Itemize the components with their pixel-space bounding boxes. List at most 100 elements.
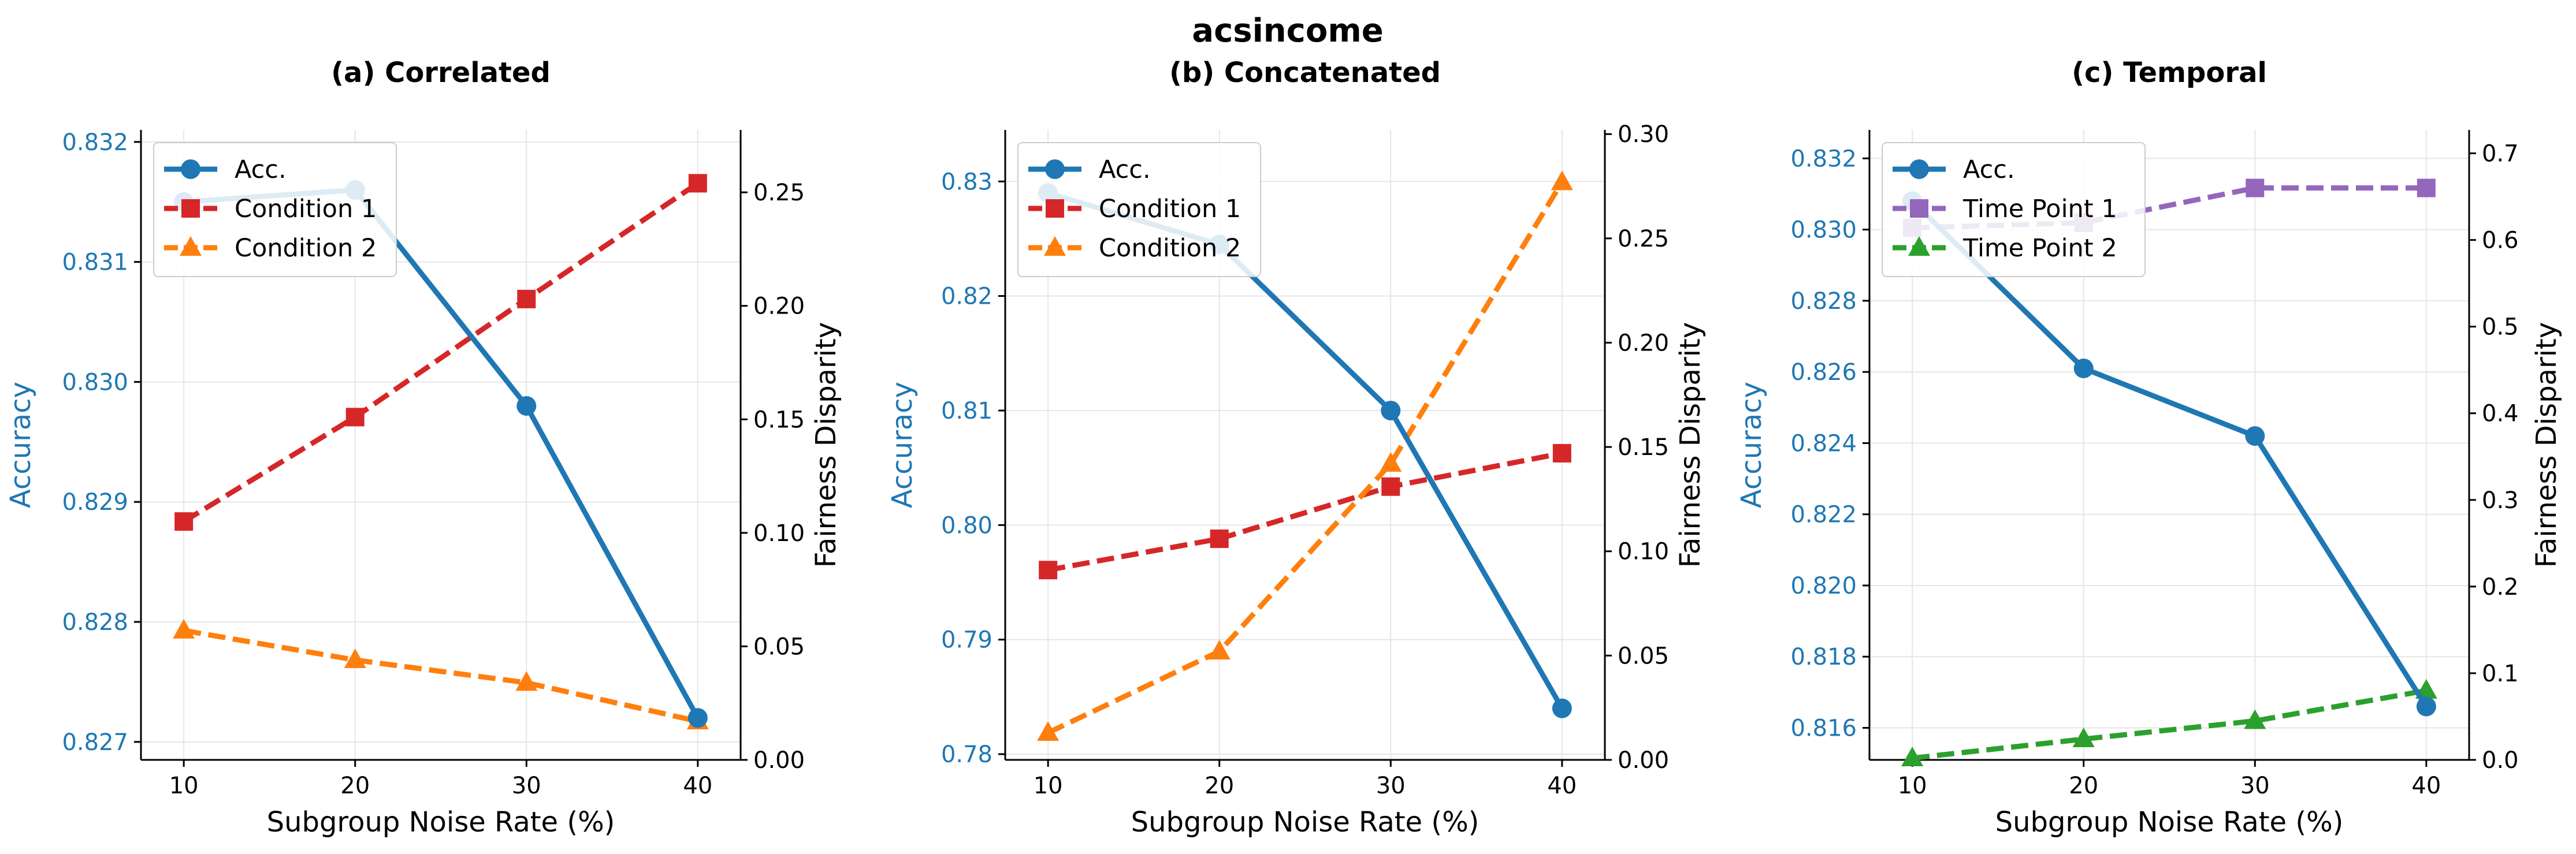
x-tick-label: 10 bbox=[1034, 773, 1063, 799]
y-right-tick-label: 0.15 bbox=[1618, 434, 1669, 461]
series-condition-1-point bbox=[688, 174, 707, 193]
series-condition-1-point bbox=[345, 408, 365, 427]
x-tick-label: 10 bbox=[1898, 773, 1927, 799]
series-condition-1-line bbox=[1047, 450, 1563, 573]
legend-label: Time Point 1 bbox=[1962, 195, 2117, 223]
series-acc-point bbox=[1552, 698, 1572, 718]
panel-1: 10 20 30 40 0.827 0.828 0.829 0.830 0.831 0.832 0.… bbox=[5, 57, 842, 838]
legend-marker bbox=[1910, 199, 1928, 218]
x-tick-label: 20 bbox=[1205, 773, 1234, 799]
y-left-tick-label: 0.80 bbox=[941, 512, 993, 539]
figure-title: acsincome bbox=[1192, 12, 1383, 50]
y-right-tick-label: 0.05 bbox=[753, 633, 805, 660]
legend-label: Condition 1 bbox=[235, 195, 377, 223]
y-left-tick-label: 0.826 bbox=[1790, 359, 1857, 386]
series-condition-1-point bbox=[517, 289, 536, 308]
y-left-tick-label: 0.830 bbox=[62, 369, 128, 396]
y-left-tick-label: 0.830 bbox=[1790, 217, 1857, 244]
legend-box bbox=[1017, 142, 1261, 277]
y-right-tick-label: 0.10 bbox=[1618, 539, 1669, 565]
y-left-tick-label: 0.832 bbox=[1790, 146, 1857, 172]
y-right-tick-label: 0.5 bbox=[2482, 314, 2519, 341]
y-axis-label-right: Fairness Disparity bbox=[1674, 322, 1707, 568]
y-left-tick-label: 0.828 bbox=[1790, 288, 1857, 315]
legend-box bbox=[1882, 142, 2146, 277]
y-right-tick-label: 0.7 bbox=[2482, 141, 2519, 167]
series-condition-1-point bbox=[174, 512, 194, 531]
y-left-tick-label: 0.81 bbox=[941, 398, 993, 424]
y-left-tick-label: 0.820 bbox=[1790, 573, 1857, 599]
series-acc-point bbox=[2416, 696, 2436, 717]
series-condition-2-point bbox=[1551, 170, 1573, 191]
series-time-point-2-line bbox=[1912, 688, 2427, 761]
x-tick-label: 40 bbox=[2411, 773, 2441, 799]
y-left-tick-label: 0.828 bbox=[62, 609, 128, 636]
y-left-tick-label: 0.832 bbox=[62, 129, 128, 156]
series-time-point-2-point bbox=[1901, 746, 1924, 766]
y-left-tick-label: 0.818 bbox=[1790, 644, 1857, 670]
y-axis-label-left: Accuracy bbox=[1735, 382, 1768, 508]
y-left-tick-label: 0.831 bbox=[62, 249, 128, 276]
panel-2: 10 20 30 40 0.78 0.79 0.80 0.81 0.82 0.83 0.00 0.05… bbox=[886, 57, 1707, 838]
legend-marker bbox=[1045, 159, 1065, 179]
series-condition-1-point bbox=[1381, 477, 1400, 496]
x-tick-label: 20 bbox=[340, 773, 370, 799]
panel-3: 10 20 30 40 0.816 0.818 0.820 0.822 0.824 0.826 0.… bbox=[1735, 57, 2563, 838]
series-acc-line bbox=[1910, 199, 2429, 708]
series-time-point-1-point bbox=[2417, 178, 2436, 197]
legend-marker bbox=[1044, 236, 1066, 256]
y-left-tick-label: 0.829 bbox=[62, 489, 128, 516]
legend-box bbox=[153, 142, 397, 277]
series-condition-2-point bbox=[173, 618, 195, 639]
y-right-tick-label: 0.1 bbox=[2482, 661, 2519, 687]
panel-title: (c) Temporal bbox=[2072, 57, 2267, 89]
y-left-tick-label: 0.827 bbox=[62, 729, 128, 756]
legend-label: Acc. bbox=[1963, 155, 2015, 184]
y-left-tick-label: 0.83 bbox=[941, 169, 993, 195]
legend-marker bbox=[1909, 159, 1929, 179]
y-right-tick-label: 0.30 bbox=[1618, 121, 1669, 148]
series-condition-2-point bbox=[515, 671, 538, 691]
y-axis-label-right: Fairness Disparity bbox=[2530, 322, 2563, 568]
series-acc-point bbox=[516, 396, 537, 416]
y-right-tick-label: 0.10 bbox=[753, 520, 805, 547]
x-tick-label: 20 bbox=[2069, 773, 2098, 799]
y-left-tick-label: 0.79 bbox=[941, 627, 993, 654]
y-right-tick-label: 0.25 bbox=[753, 180, 805, 206]
series-condition-1-line bbox=[182, 181, 700, 524]
series-acc-point bbox=[687, 708, 708, 728]
y-axis-label-left: Accuracy bbox=[886, 382, 919, 508]
y-left-tick-label: 0.824 bbox=[1790, 430, 1857, 457]
series-acc-point bbox=[2073, 358, 2094, 378]
y-right-tick-label: 0.25 bbox=[1618, 226, 1669, 252]
x-tick-label: 30 bbox=[1376, 773, 1406, 799]
y-right-tick-label: 0.20 bbox=[753, 293, 805, 320]
series-condition-2-line bbox=[1047, 180, 1564, 736]
legend-marker bbox=[1046, 199, 1064, 218]
legend-marker bbox=[1908, 236, 1930, 256]
y-left-tick-label: 0.816 bbox=[1790, 715, 1857, 742]
panel-title: (a) Correlated bbox=[331, 57, 551, 89]
legend-marker bbox=[181, 159, 200, 179]
series-condition-2-point bbox=[1037, 721, 1060, 741]
y-right-tick-label: 0.00 bbox=[1618, 747, 1669, 774]
y-left-tick-label: 0.82 bbox=[941, 284, 993, 310]
legend-marker bbox=[181, 199, 200, 218]
x-tick-label: 30 bbox=[2240, 773, 2270, 799]
series-time-point-2-point bbox=[2072, 727, 2095, 747]
series-acc-point bbox=[2245, 426, 2265, 446]
series-condition-1-point bbox=[1552, 443, 1571, 463]
y-left-tick-label: 0.822 bbox=[1790, 502, 1857, 528]
legend-label: Acc. bbox=[235, 155, 287, 184]
legend-label: Acc. bbox=[1099, 155, 1151, 184]
y-right-tick-label: 0.3 bbox=[2482, 487, 2519, 514]
y-right-tick-label: 0.6 bbox=[2482, 228, 2519, 254]
x-tick-label: 40 bbox=[683, 773, 712, 799]
series-condition-1-point bbox=[1210, 529, 1229, 549]
y-left-tick-label: 0.78 bbox=[941, 741, 993, 768]
legend-label: Condition 2 bbox=[235, 234, 377, 263]
x-tick-label: 30 bbox=[512, 773, 541, 799]
legend-label: Condition 1 bbox=[1099, 195, 1241, 223]
y-right-tick-label: 0.05 bbox=[1618, 643, 1669, 669]
series-condition-2-point bbox=[1208, 640, 1231, 660]
